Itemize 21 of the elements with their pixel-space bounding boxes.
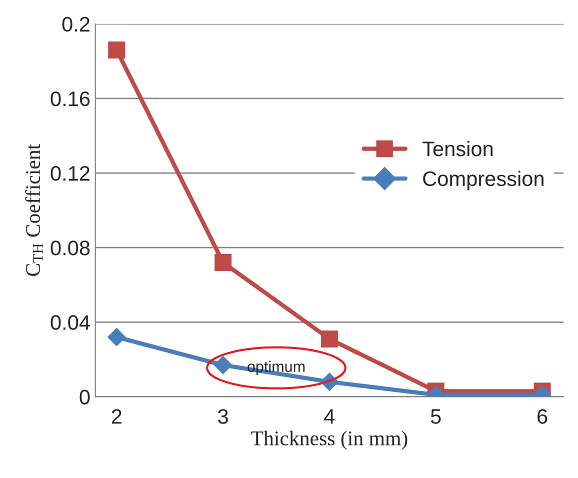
y-tick-label: 0.16 (50, 91, 90, 106)
x-tick-label: 2 (112, 409, 122, 424)
x-tick-label: 4 (324, 409, 335, 424)
legend-label: Tension (422, 140, 493, 156)
point (108, 41, 126, 59)
point (214, 356, 232, 374)
point (320, 330, 338, 348)
x-tick-label: 5 (430, 409, 441, 424)
point (107, 328, 126, 346)
y-tick-label: 0.04 (50, 315, 90, 330)
y-tick-label: 0.08 (50, 240, 90, 256)
y-tick-label: 0.12 (50, 166, 90, 181)
x-tick-label: 6 (538, 409, 548, 424)
annotation: optimum (248, 360, 305, 375)
y-axis-title: C$_{TH}$ Coefficient (25, 144, 43, 276)
x-axis-title: Thickness (in mm) (251, 430, 408, 450)
x-tick-label: 3 (218, 409, 228, 424)
point (214, 254, 232, 272)
legend-label: Compression (423, 170, 544, 190)
y-tick-label: 0 (80, 390, 90, 404)
y-tick-label: 0.2 (62, 16, 90, 32)
